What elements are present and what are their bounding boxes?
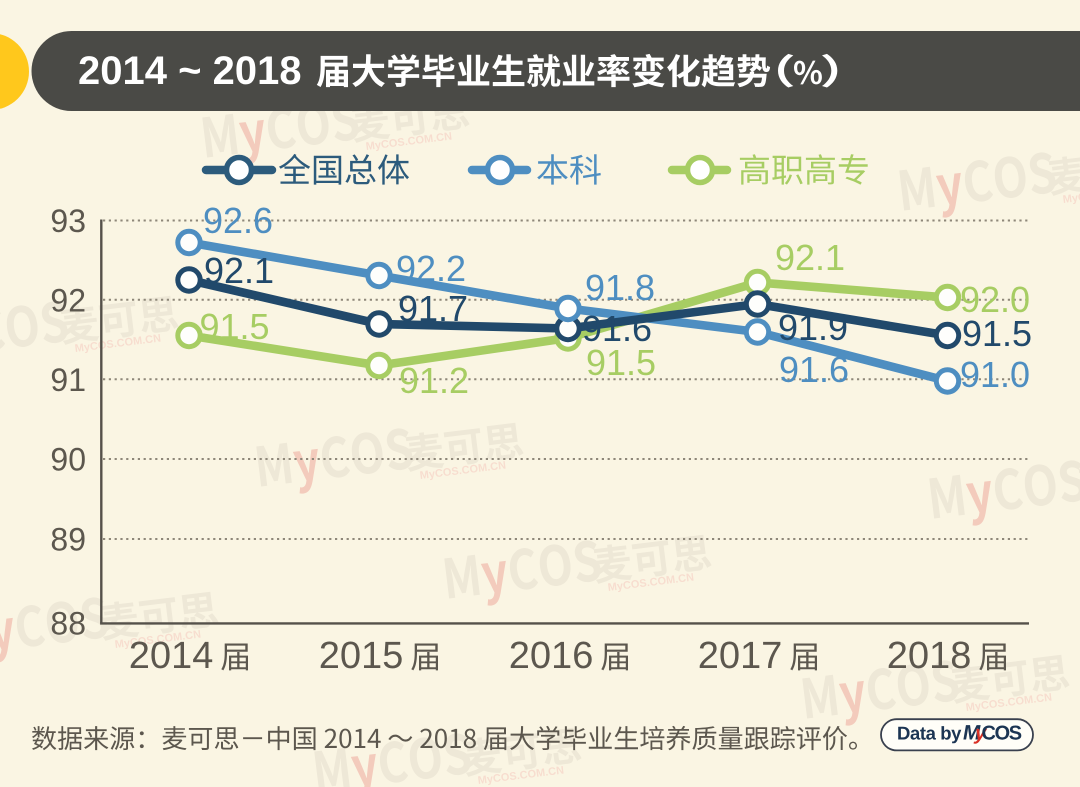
svg-text:92.1: 92.1 bbox=[204, 250, 274, 291]
svg-text:91.6: 91.6 bbox=[779, 349, 849, 390]
svg-text:89: 89 bbox=[50, 522, 86, 558]
svg-text:88: 88 bbox=[50, 606, 86, 642]
svg-text:91.5: 91.5 bbox=[199, 306, 269, 347]
svg-text:91.5: 91.5 bbox=[586, 342, 656, 383]
svg-text:92.0: 92.0 bbox=[960, 279, 1030, 320]
svg-text:91.8: 91.8 bbox=[585, 267, 655, 308]
svg-text:92: 92 bbox=[50, 282, 86, 318]
svg-text:91.0: 91.0 bbox=[960, 354, 1030, 395]
svg-text:91.5: 91.5 bbox=[962, 313, 1032, 354]
svg-text:93: 93 bbox=[50, 203, 86, 239]
svg-text:92.1: 92.1 bbox=[775, 237, 845, 278]
svg-text:91: 91 bbox=[50, 362, 86, 398]
svg-text:91.6: 91.6 bbox=[582, 308, 652, 349]
svg-text:91.7: 91.7 bbox=[398, 288, 468, 329]
svg-text:92.2: 92.2 bbox=[396, 248, 466, 289]
svg-text:92.6: 92.6 bbox=[203, 200, 273, 241]
svg-text:91.9: 91.9 bbox=[778, 307, 848, 348]
svg-text:91.2: 91.2 bbox=[399, 360, 469, 401]
svg-text:90: 90 bbox=[50, 442, 86, 478]
